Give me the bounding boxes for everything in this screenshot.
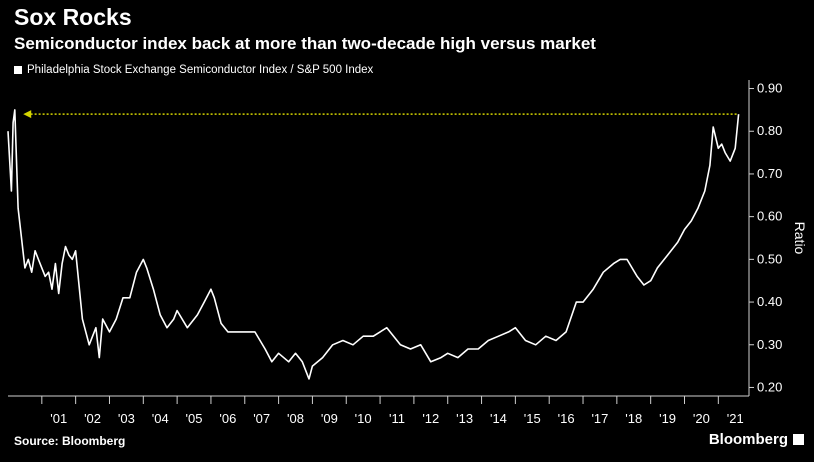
y-tick-label: 0.30	[757, 337, 782, 352]
brand-text: Bloomberg	[708, 431, 788, 448]
y-tick-label: 0.20	[757, 379, 782, 394]
chart-subtitle: Semiconductor index back at more than tw…	[14, 34, 596, 53]
x-tick-label: '18	[625, 411, 642, 426]
x-tick-label: '17	[591, 411, 608, 426]
reference-arrowhead	[23, 110, 32, 119]
series-line	[7, 109, 740, 380]
x-tick-label: '12	[422, 411, 439, 426]
x-tick-label: '15	[524, 411, 541, 426]
x-tick-label: '03	[118, 411, 135, 426]
x-tick-label: '04	[152, 411, 169, 426]
x-tick-label: '01	[50, 411, 67, 426]
x-tick-label: '11	[389, 411, 405, 426]
y-tick-label: 0.90	[757, 81, 782, 96]
y-tick-label: 0.60	[757, 209, 782, 224]
x-tick-label: '09	[321, 411, 338, 426]
x-tick-label: '16	[558, 411, 575, 426]
legend: Philadelphia Stock Exchange Semiconducto…	[14, 64, 373, 76]
x-tick-label: '05	[186, 411, 203, 426]
legend-swatch	[14, 66, 22, 74]
legend-label: Philadelphia Stock Exchange Semiconducto…	[27, 64, 374, 76]
x-tick-label: '08	[287, 411, 304, 426]
y-tick-label: 0.40	[757, 294, 782, 309]
x-tick-label: '13	[456, 411, 473, 426]
chart-title: Sox Rocks	[14, 4, 132, 30]
x-tick-label: '14	[490, 411, 507, 426]
x-tick-label: '19	[659, 411, 676, 426]
y-tick-label: 0.80	[757, 123, 782, 138]
x-tick-label: '07	[253, 411, 270, 426]
source-note: Source: Bloomberg	[14, 434, 126, 448]
x-tick-label: '10	[355, 411, 372, 426]
x-tick-label: '20	[693, 411, 710, 426]
x-tick-label: '21	[727, 411, 744, 426]
y-axis-title: Ratio	[792, 222, 808, 255]
y-tick-label: 0.70	[757, 166, 782, 181]
x-tick-label: '02	[84, 411, 101, 426]
bloomberg-logo: Bloomberg	[709, 431, 804, 448]
x-tick-label: '06	[219, 411, 236, 426]
bloomberg-icon	[793, 434, 804, 445]
y-tick-label: 0.50	[757, 251, 782, 266]
